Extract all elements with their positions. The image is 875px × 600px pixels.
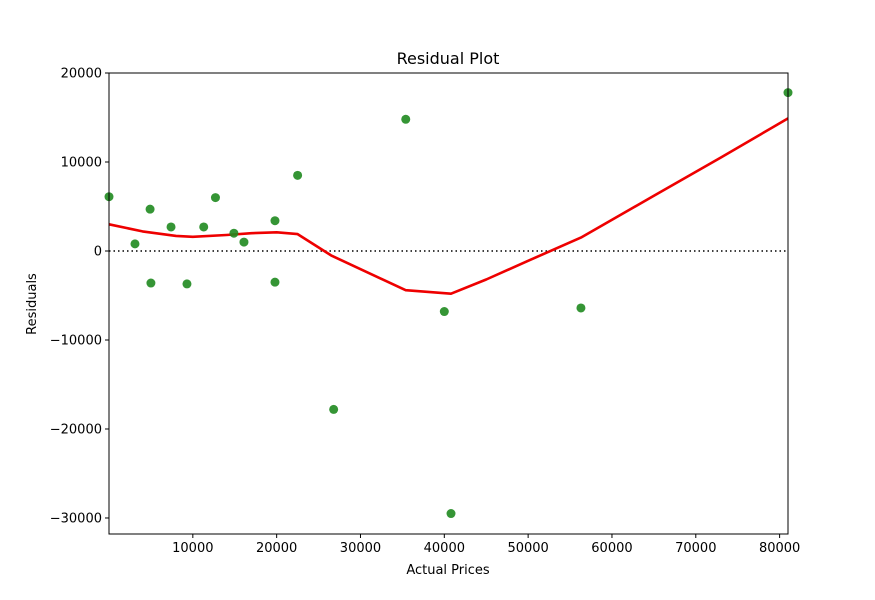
y-tick-label: −30000	[50, 511, 102, 526]
y-axis-label: Residuals	[25, 273, 40, 335]
scatter-point	[329, 404, 339, 414]
scatter-point	[576, 303, 586, 313]
scatter-point	[270, 216, 280, 226]
scatter-point	[166, 222, 176, 232]
x-tick-label: 50000	[507, 541, 548, 556]
x-tick-label: 40000	[424, 541, 465, 556]
y-tick-label: 0	[94, 244, 102, 259]
scatter-point	[446, 509, 456, 519]
x-tick-label: 60000	[591, 541, 632, 556]
scatter-point	[146, 278, 156, 288]
x-axis-label: Actual Prices	[406, 563, 490, 578]
x-tick-label: 70000	[675, 541, 716, 556]
scatter-points-layer	[104, 88, 793, 519]
y-tick-label: 20000	[61, 67, 102, 82]
y-axis-ticks: 20000 10000 0 −10000 −20000 −30000	[50, 67, 109, 526]
scatter-point	[199, 222, 209, 232]
scatter-point	[270, 277, 280, 287]
x-tick-label: 80000	[759, 541, 800, 556]
scatter-point	[145, 204, 155, 214]
plot-area-background	[109, 73, 788, 534]
trend-line	[108, 117, 789, 296]
scatter-point	[439, 307, 449, 317]
plot-area-frame	[108, 72, 789, 535]
scatter-point	[182, 279, 192, 289]
chart-title: Residual Plot	[397, 49, 500, 68]
y-tick-label: 10000	[61, 155, 102, 170]
scatter-point	[401, 114, 411, 124]
scatter-point	[229, 228, 239, 238]
scatter-point	[210, 193, 220, 203]
y-tick-label: −20000	[50, 422, 102, 437]
scatter-point	[130, 239, 140, 249]
scatter-point	[293, 170, 303, 180]
x-tick-label: 10000	[172, 541, 213, 556]
y-tick-label: −10000	[50, 333, 102, 348]
x-tick-label: 30000	[340, 541, 381, 556]
x-axis-ticks: 10000 20000 30000 40000 50000 60000 70000 80000	[172, 534, 800, 556]
scatter-point	[239, 237, 249, 247]
x-tick-label: 20000	[256, 541, 297, 556]
trend-line-layer	[108, 117, 789, 296]
